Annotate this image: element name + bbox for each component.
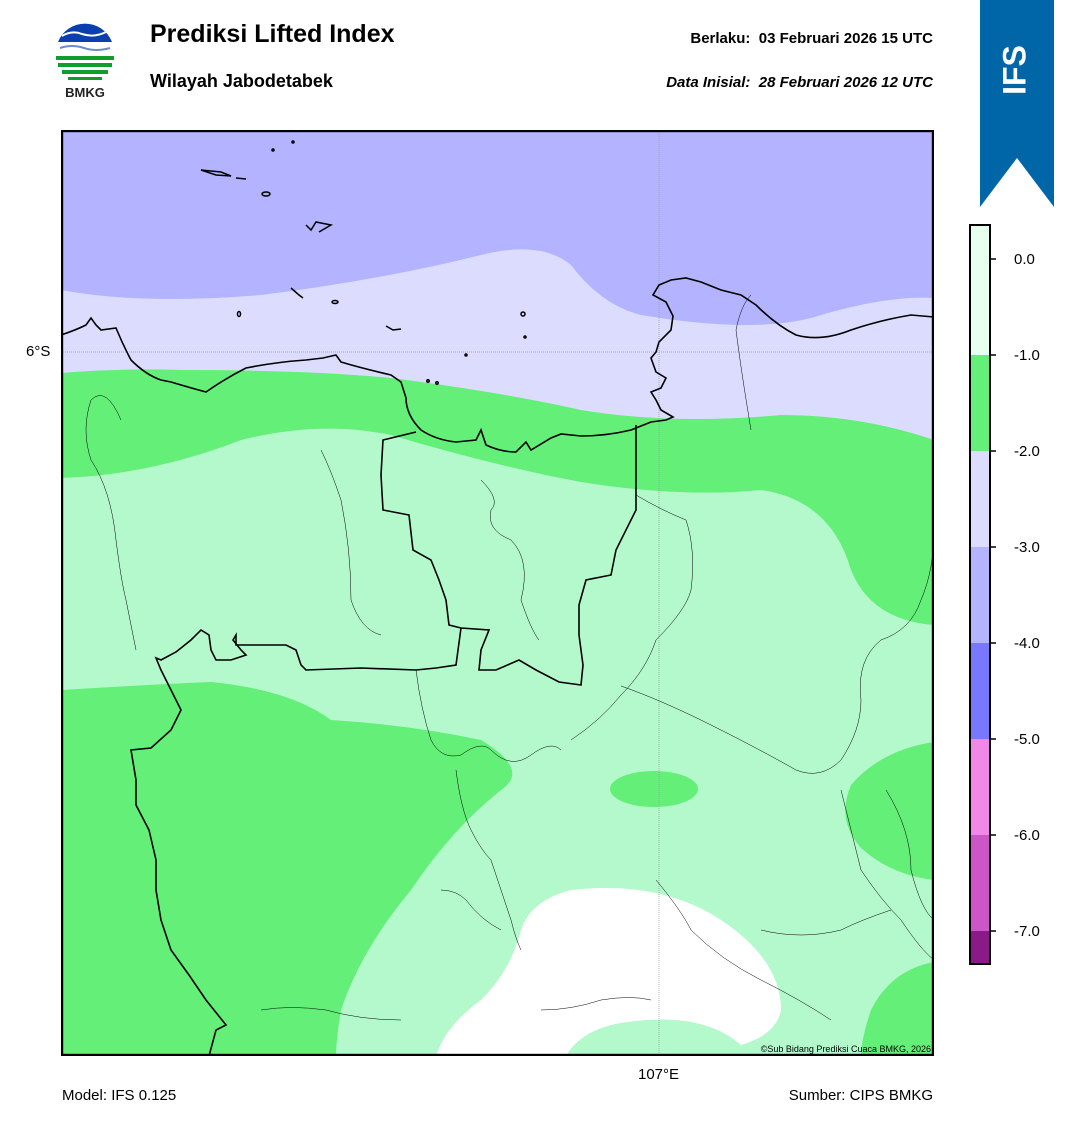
colorbar-segment [970,643,990,739]
band-0-to-m1-patch [566,1021,721,1056]
colorbar-tick-label: -5.0 [1014,731,1040,748]
colorbar-tick-label: -4.0 [1014,635,1040,652]
band-above-0 [436,888,781,1056]
ribbon-text: IFS [996,45,1032,95]
colorbar-segment [970,931,990,964]
valid-label: Berlaku: [690,30,751,47]
regency-borders [85,294,934,1021]
colorbar-segment [970,355,990,451]
chart-subtitle: Wilayah Jabodetabek [150,71,333,91]
colorbar-segment [970,547,990,643]
init-time: Data Inisial: 28 Februari 2026 12 UTC [666,74,933,91]
coastline-north [61,277,934,453]
valid-time: Berlaku: 03 Februari 2026 15 UTC [690,30,933,47]
init-value: 28 Februari 2026 12 UTC [758,74,933,91]
colorbar-segment [970,835,990,931]
map-frame [60,129,935,1057]
colorbar-segment [970,739,990,835]
model-ribbon: IFS [980,0,1056,210]
band-m1-to-m2-center [610,771,698,807]
colorbar-tick-label: -1.0 [1014,347,1040,364]
colorbar-tick-label: 0.0 [1014,251,1035,268]
logo-text: BMKG [65,85,105,100]
colorbar-frame [969,224,991,965]
colorbar-tick-label: -3.0 [1014,539,1040,556]
band-m1-to-m2-east [845,742,934,880]
source-label: Sumber: CIPS BMKG [788,1087,933,1104]
colorbar-segment [970,451,990,547]
copyright-text: ©Sub Bidang Prediksi Cuaca BMKG, 2026 [761,1044,931,1054]
band-m1-to-m2-sw [61,682,513,1056]
colorbar: 0.0 -1.0 -2.0 -3.0 -4.0 -5.0 -6.0 -7.0 [960,220,1068,970]
colorbar-segment [970,225,990,355]
lat-label: 6°S [26,343,51,360]
colorbar-tick-label: -6.0 [1014,827,1040,844]
colorbar-tick-label: -2.0 [1014,443,1040,460]
valid-value: 03 Februari 2026 15 UTC [758,30,933,47]
model-label: Model: IFS 0.125 [62,1087,177,1104]
init-label: Data Inisial: [666,74,751,91]
thousand-islands [200,140,527,385]
bmkg-logo: BMKG [52,20,118,102]
band-m1-to-m2-se [861,962,934,1056]
chart-title: Prediksi Lifted Index [150,20,395,48]
forecast-map: ©Sub Bidang Prediksi Cuaca BMKG, 2026 [60,129,935,1057]
lon-label: 107°E [638,1066,680,1083]
colorbar-tick-label: -7.0 [1014,923,1040,940]
province-border [130,425,637,1056]
